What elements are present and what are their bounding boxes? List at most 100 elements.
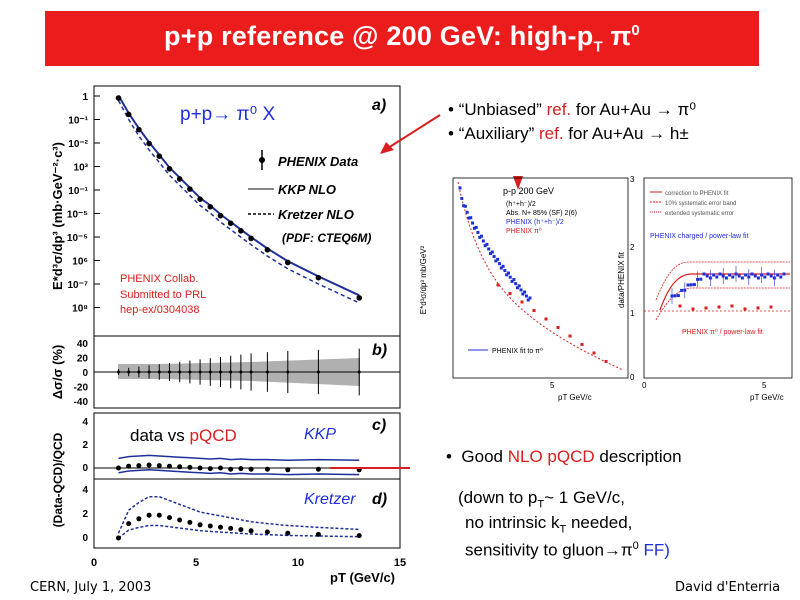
- rp1-point: [471, 221, 475, 225]
- d-band-upper: [117, 495, 360, 534]
- rp1-point: [501, 264, 505, 268]
- data-point: [146, 140, 152, 147]
- title-text: p+p reference @ 200 GeV: high-pT π0: [164, 21, 640, 56]
- rp2-pi0-point: [678, 304, 682, 308]
- rp1-point: [476, 230, 480, 234]
- rp2-pi0-point: [769, 305, 773, 309]
- b-point: [147, 370, 151, 374]
- ytick-top: 10⁻⁵: [67, 210, 88, 221]
- kretzer-label: Kretzer: [304, 491, 356, 508]
- rp1-point: [499, 266, 503, 270]
- data-point: [176, 176, 183, 182]
- rp1-pi0-point: [508, 292, 512, 295]
- c-points: [115, 462, 362, 473]
- b-point: [218, 370, 222, 374]
- ytick-top: 10⁻⁷: [67, 280, 88, 291]
- rp1-point: [489, 252, 493, 256]
- rp2-point: [731, 275, 735, 279]
- rp2-xtick-0: 0: [642, 381, 647, 390]
- data-point: [166, 166, 173, 172]
- c-band-upper: [118, 454, 360, 461]
- rp2-charged-label: PHENIX charged / power-law fit: [650, 233, 748, 240]
- b-point: [157, 370, 161, 374]
- c-point: [197, 465, 203, 471]
- detail-line-1: (down to pT~ 1 GeV/c,: [458, 488, 625, 511]
- data-point: [217, 212, 224, 219]
- rp1-point: [483, 244, 487, 248]
- rp2-band-lower: [655, 287, 790, 321]
- rp2-point: [766, 272, 770, 276]
- c-point: [136, 463, 142, 469]
- collab-line-2: Submitted to PRL: [120, 289, 206, 301]
- rp1-xlabel: pT GeV/c: [558, 393, 592, 402]
- d-points: [115, 512, 362, 541]
- rp1-pi0-point: [580, 343, 584, 346]
- rp2-point: [728, 273, 732, 277]
- arrow-layer: [380, 114, 441, 154]
- rp2-correction: [659, 273, 790, 311]
- rp1-legend-1: Abs. N+ 85% (SF) 2(6): [506, 210, 577, 217]
- rp1-point: [510, 279, 514, 283]
- rp1-pi0-point: [544, 317, 548, 321]
- slide-title: p+p reference @ 200 GeV: high-pT π0: [45, 11, 759, 66]
- data-point: [187, 186, 193, 192]
- yticks-top: 1 10⁻¹ 10⁻² 10³ 10⁻¹ 10⁻⁵ 10⁻⁵ 10⁶ 10⁻⁷ 10⁸: [67, 92, 100, 315]
- ylabel-top: E*d³σ/dp³ (mb·GeV⁻²·c³): [50, 142, 65, 290]
- rp1-points: [458, 186, 608, 363]
- rp1-xtick: 5: [550, 381, 555, 390]
- d-point: [217, 524, 223, 530]
- data-point: [125, 111, 132, 118]
- d-point: [146, 512, 152, 518]
- b-point: [249, 370, 253, 374]
- rp2-point: [673, 294, 677, 298]
- rp2-point: [779, 275, 783, 279]
- frame-cd: [93, 412, 401, 549]
- b-point: [286, 370, 290, 374]
- c-point: [126, 463, 132, 469]
- c-point: [115, 465, 121, 471]
- rp2-point: [715, 275, 719, 279]
- data-point: [285, 259, 291, 266]
- d-point: [356, 533, 362, 539]
- ytick-top: 1: [82, 92, 88, 103]
- rp1-point: [514, 282, 518, 286]
- rp2-ytick-0: 0: [630, 373, 635, 382]
- rp2-point: [689, 283, 693, 287]
- rp2-xtick-5: 5: [762, 381, 767, 390]
- b-points: [116, 348, 361, 396]
- ytick-mid: 20: [77, 354, 89, 365]
- c-point: [156, 463, 162, 469]
- rp1-point: [474, 225, 478, 229]
- d-band-lower: [118, 524, 360, 539]
- rp1-pi0-point: [532, 309, 536, 312]
- ytick-top: 10⁻¹: [68, 116, 88, 127]
- data-point: [115, 95, 122, 101]
- d-point: [156, 512, 162, 518]
- collab-line-3: hep-ex/0304038: [120, 304, 200, 316]
- rp1-point: [515, 286, 519, 290]
- data-point: [207, 203, 214, 210]
- legend-phenix: PHENIX Data: [278, 154, 358, 169]
- d-point: [238, 527, 244, 533]
- kkp-label: KKP: [304, 426, 336, 443]
- rp1-pi0-point: [568, 334, 572, 338]
- rp2-points: [670, 266, 786, 311]
- c-point: [217, 465, 223, 471]
- ylabel-bot: (Data-QCD)/QCD: [51, 432, 65, 527]
- rp1-point: [496, 257, 500, 261]
- d-point: [126, 521, 132, 527]
- d-point: [264, 529, 270, 535]
- bullet-unbiased: • “Unbiased” ref. for Au+Au → π⁰: [448, 100, 697, 119]
- b-point: [178, 370, 182, 374]
- ytick-top: 10⁶: [72, 257, 88, 268]
- rp1-point: [480, 234, 484, 238]
- rp1-pi0-point: [604, 360, 608, 363]
- d-point: [136, 516, 142, 522]
- data-point: [315, 274, 322, 281]
- rp1-point: [463, 204, 467, 208]
- b-point: [188, 370, 192, 374]
- bullet-auxiliary: • “Auxiliary” ref. for Au+Au → h±: [448, 124, 689, 143]
- ylabel-mid: Δσ/σ (%): [50, 345, 65, 400]
- rp2-pi0-label: PHENIX π⁰ / power-law fit: [682, 328, 763, 336]
- data-point: [136, 126, 142, 133]
